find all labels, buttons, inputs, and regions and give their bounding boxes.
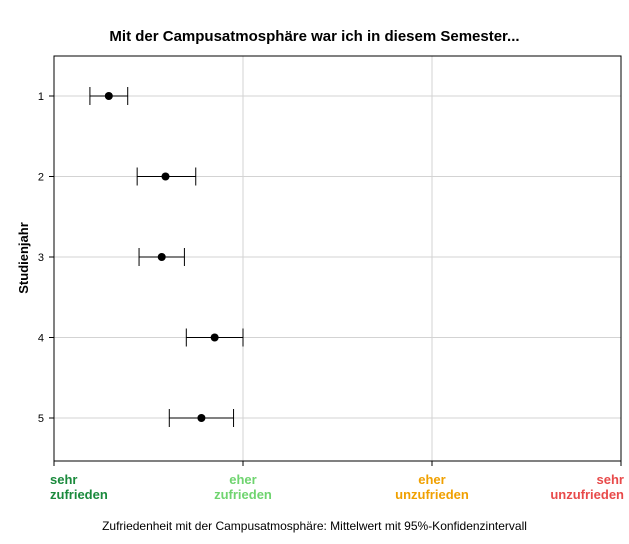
x-tick-label: zufrieden — [214, 487, 272, 502]
y-tick-label: 4 — [38, 333, 44, 345]
x-tick-label: eher — [418, 472, 445, 487]
plot-frame — [53, 55, 622, 462]
y-tick-label: 1 — [38, 91, 44, 103]
mean-point — [104, 92, 113, 100]
mark-layer — [89, 87, 244, 427]
x-axis-caption: Zufriedenheit mit der Campusatmosphäre: … — [102, 519, 527, 533]
x-tick-label: zufrieden — [50, 487, 108, 502]
x-tick-label: sehr — [50, 472, 77, 487]
y-tick-label: 5 — [38, 413, 44, 425]
x-tick-label: sehr — [597, 472, 624, 487]
mean-point — [161, 172, 170, 181]
grid-layer — [54, 56, 621, 461]
x-tick-label: unzufrieden — [550, 487, 624, 502]
y-tick-label: 2 — [38, 172, 44, 184]
tick-layer: 12345sehrzufriedeneherzufriedeneherunzuf… — [38, 91, 624, 502]
y-axis-title: Studienjahr — [16, 222, 31, 294]
y-tick-label: 3 — [38, 252, 44, 264]
mean-point — [157, 253, 166, 261]
mean-point — [210, 333, 219, 342]
mean-point — [197, 414, 206, 422]
x-tick-label: unzufrieden — [395, 487, 469, 502]
chart-title: Mit der Campusatmosphäre war ich in dies… — [109, 28, 520, 45]
x-tick-label: eher — [229, 472, 256, 487]
